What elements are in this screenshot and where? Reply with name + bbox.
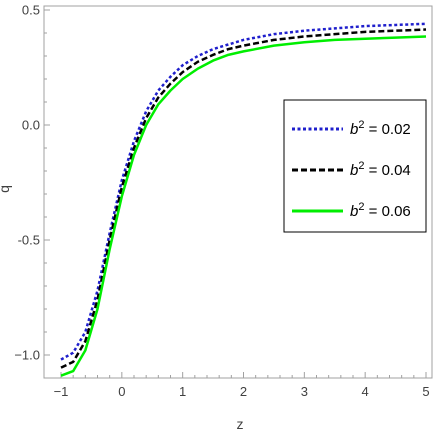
y-tick-label: 0.5 — [22, 3, 40, 18]
legend-value: = 0.06 — [364, 203, 410, 220]
x-tick-label: 4 — [362, 384, 369, 399]
legend-label-3: b2 = 0.06 — [350, 201, 411, 220]
legend-value: = 0.04 — [364, 162, 410, 179]
x-tick-label: 1 — [179, 384, 186, 399]
legend-label-1: b2 = 0.02 — [350, 119, 411, 138]
y-axis-label: q — [0, 185, 12, 193]
legend-symbol: b — [350, 121, 358, 138]
legend-label-2: b2 = 0.04 — [350, 160, 411, 179]
legend-symbol: b — [350, 162, 358, 179]
legend-exponent: 2 — [358, 201, 364, 213]
x-axis: −1 0 1 2 3 4 5 — [54, 372, 430, 399]
x-tick-label: 0 — [118, 384, 125, 399]
series-lines — [60, 22, 427, 377]
legend-exponent: 2 — [358, 119, 364, 131]
x-axis-label: z — [237, 416, 244, 432]
y-tick-label: -0.5 — [18, 233, 40, 248]
y-axis: 0.5 0.0 -0.5 −1.0 — [14, 3, 50, 379]
legend-symbol: b — [350, 203, 358, 220]
plot-frame — [43, 5, 433, 379]
series-line-3 — [60, 35, 427, 377]
series-line-1 — [60, 22, 427, 361]
x-tick-label: 5 — [422, 384, 429, 399]
legend-value: = 0.02 — [364, 121, 410, 138]
x-tick-label: 3 — [301, 384, 308, 399]
y-tick-label: −1.0 — [14, 348, 40, 363]
x-tick-label: 2 — [240, 384, 247, 399]
series-line-2 — [60, 28, 427, 369]
x-tick-label: −1 — [54, 384, 69, 399]
legend-exponent: 2 — [358, 160, 364, 172]
y-tick-label: 0.0 — [22, 118, 40, 133]
